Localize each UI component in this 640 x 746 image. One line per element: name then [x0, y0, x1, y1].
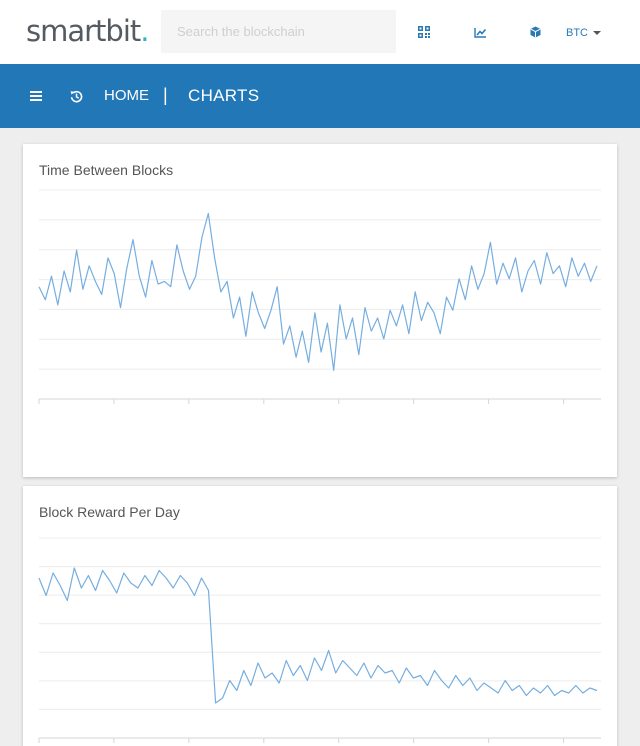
chart-card-time-between-blocks: Time Between Blocks — [23, 144, 617, 477]
menu-icon[interactable] — [26, 86, 46, 106]
logo-dot: . — [140, 14, 149, 48]
breadcrumb-separator: | — [163, 85, 168, 105]
nav-bar: HOME | CHARTS — [0, 64, 640, 128]
currency-label: BTC — [566, 27, 588, 39]
series-line — [38, 212, 598, 371]
breadcrumb-home[interactable]: HOME — [104, 87, 149, 104]
chevron-down-icon — [593, 31, 601, 35]
qr-code-icon[interactable] — [413, 22, 435, 42]
search-input[interactable] — [161, 10, 396, 53]
history-icon[interactable] — [66, 86, 86, 106]
time-between-blocks-chart[interactable] — [23, 144, 617, 477]
top-bar: smartbit. BTC — [0, 0, 640, 64]
chart-line-icon[interactable] — [469, 22, 491, 42]
block-reward-per-day-chart[interactable] — [23, 486, 617, 746]
chart-title: Time Between Blocks — [39, 162, 174, 178]
currency-dropdown[interactable]: BTC — [566, 24, 601, 42]
logo[interactable]: smartbit. — [26, 14, 150, 48]
series-line — [38, 567, 598, 704]
cube-icon[interactable] — [524, 22, 546, 42]
chart-card-block-reward-per-day: Block Reward Per Day — [23, 486, 617, 746]
logo-text: smartbit — [26, 14, 141, 48]
chart-title: Block Reward Per Day — [39, 504, 180, 520]
page-title: CHARTS — [188, 86, 260, 105]
